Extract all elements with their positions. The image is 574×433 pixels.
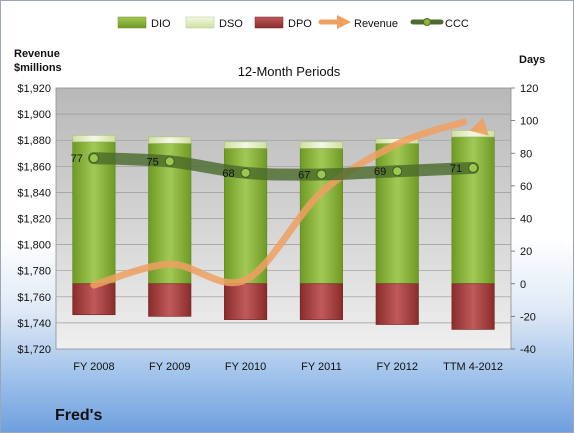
dio-bar (375, 143, 419, 285)
bars (72, 130, 495, 330)
left-tick-label: $1,840 (17, 187, 51, 199)
dso-bar (224, 141, 268, 149)
revenue-arrowhead (469, 117, 489, 136)
ccc-data-label: 75 (147, 156, 159, 168)
revenue-series-line (90, 118, 468, 289)
dpo-bar (451, 283, 495, 330)
x-tick-label: FY 2009 (149, 361, 190, 373)
dso-bar (148, 136, 192, 144)
x-tick-label: TTM 4-2012 (443, 361, 503, 373)
left-tick-label: $1,880 (17, 135, 51, 147)
dso-bar (72, 135, 116, 143)
revenue-line (90, 117, 489, 289)
right-tick-label: -20 (520, 311, 536, 323)
x-tick-label: FY 2008 (73, 361, 114, 373)
x-axis: FY 2008 FY 2009 FY 2010 FY 2011 FY 2012 TTM 4… (73, 361, 503, 373)
x-tick-label: FY 2010 (225, 361, 266, 373)
ccc-data-label: 68 (222, 168, 234, 180)
legend-item-ccc: CCC (410, 18, 469, 30)
chart-title: 12-Month Periods (238, 64, 341, 79)
dpo-bar (224, 283, 268, 320)
ccc-series-line (87, 152, 480, 181)
legend-label-revenue: Revenue (354, 18, 398, 30)
ccc-data-label: 67 (298, 169, 310, 181)
right-tick-label: 120 (520, 83, 538, 95)
ccc-data-label: 69 (374, 166, 386, 178)
legend-label-dpo: DPO (288, 18, 312, 30)
right-axis: -40 -20 0 20 40 60 80 100 120 (511, 83, 538, 356)
x-tick-label: FY 2011 (301, 361, 342, 373)
right-tick-label: 40 (520, 214, 532, 226)
right-tick-label: 0 (520, 279, 526, 291)
legend-item-dio: DIO (117, 16, 171, 30)
left-axis: $1,720 $1,740 $1,760 $1,780 $1,800 $1,820 $1,8… (17, 83, 51, 356)
left-tick-label: $1,740 (17, 318, 51, 330)
dpo-bar (148, 283, 192, 317)
left-axis-label-line1: Revenue (14, 48, 60, 60)
legend-label-dio: DIO (151, 18, 171, 30)
right-tick-label: 100 (520, 116, 538, 128)
x-tick-label: FY 2012 (377, 361, 418, 373)
ccc-point (392, 166, 403, 177)
legend-item-dpo: DPO (254, 16, 312, 30)
legend: DIO DSO DPO Revenue CCC (117, 15, 469, 30)
right-tick-label: 60 (520, 181, 532, 193)
dso-bar (299, 141, 343, 149)
ccc-point (164, 156, 175, 167)
left-tick-label: $1,920 (17, 83, 51, 95)
dpo-bar (299, 283, 343, 320)
right-tick-label: -40 (520, 344, 536, 356)
left-tick-label: $1,800 (17, 240, 51, 252)
legend-label-dso: DSO (219, 18, 243, 30)
left-tick-label: $1,780 (17, 266, 51, 278)
ccc-point (88, 153, 99, 164)
dio-bar (72, 141, 116, 285)
left-tick-label: $1,900 (17, 109, 51, 121)
ccc-data-label: 71 (450, 163, 462, 175)
company-name: Fred's (55, 407, 103, 424)
ccc-line: 77 75 68 67 69 71 (71, 152, 480, 181)
legend-item-revenue: Revenue (318, 15, 398, 30)
right-axis-label: Days (519, 54, 545, 66)
ccc-point (316, 169, 327, 180)
ccc-point (468, 162, 479, 173)
dio-bar (451, 136, 495, 285)
dpo-bar (375, 283, 419, 325)
left-axis-label-line2: $millions (14, 62, 62, 74)
left-tick-label: $1,720 (17, 344, 51, 356)
dpo-bar (72, 283, 116, 316)
right-tick-label: 20 (520, 246, 532, 258)
ccc-data-label: 77 (71, 153, 83, 165)
left-tick-label: $1,860 (17, 161, 51, 173)
ccc-point (240, 167, 251, 178)
legend-label-ccc: CCC (445, 18, 469, 30)
right-tick-label: 80 (520, 148, 532, 160)
legend-item-dso: DSO (185, 16, 243, 30)
left-tick-label: $1,760 (17, 292, 51, 304)
left-tick-label: $1,820 (17, 214, 51, 226)
